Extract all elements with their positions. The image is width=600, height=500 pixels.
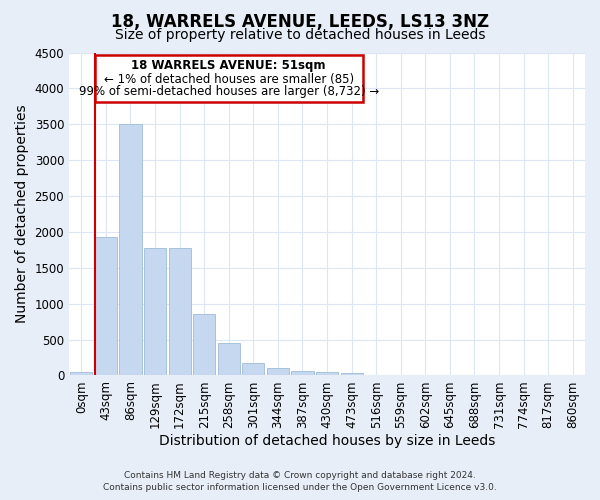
Bar [119, 124, 142, 376]
Bar [95, 56, 362, 102]
Y-axis label: Number of detached properties: Number of detached properties [15, 104, 29, 324]
Bar [242, 363, 265, 376]
Text: 18, WARRELS AVENUE, LEEDS, LS13 3NZ: 18, WARRELS AVENUE, LEEDS, LS13 3NZ [111, 12, 489, 30]
Bar [218, 343, 240, 376]
Text: ← 1% of detached houses are smaller (85): ← 1% of detached houses are smaller (85) [104, 72, 354, 86]
Bar [144, 248, 166, 376]
Bar [169, 248, 191, 376]
Text: Contains HM Land Registry data © Crown copyright and database right 2024.
Contai: Contains HM Land Registry data © Crown c… [103, 471, 497, 492]
Text: Size of property relative to detached houses in Leeds: Size of property relative to detached ho… [115, 28, 485, 42]
Bar [70, 372, 92, 376]
Text: 99% of semi-detached houses are larger (8,732) →: 99% of semi-detached houses are larger (… [79, 85, 379, 98]
Bar [292, 371, 314, 376]
X-axis label: Distribution of detached houses by size in Leeds: Distribution of detached houses by size … [159, 434, 495, 448]
Bar [341, 374, 362, 376]
Bar [193, 314, 215, 376]
Bar [95, 237, 117, 376]
Bar [267, 368, 289, 376]
Bar [316, 372, 338, 376]
Text: 18 WARRELS AVENUE: 51sqm: 18 WARRELS AVENUE: 51sqm [131, 59, 326, 72]
